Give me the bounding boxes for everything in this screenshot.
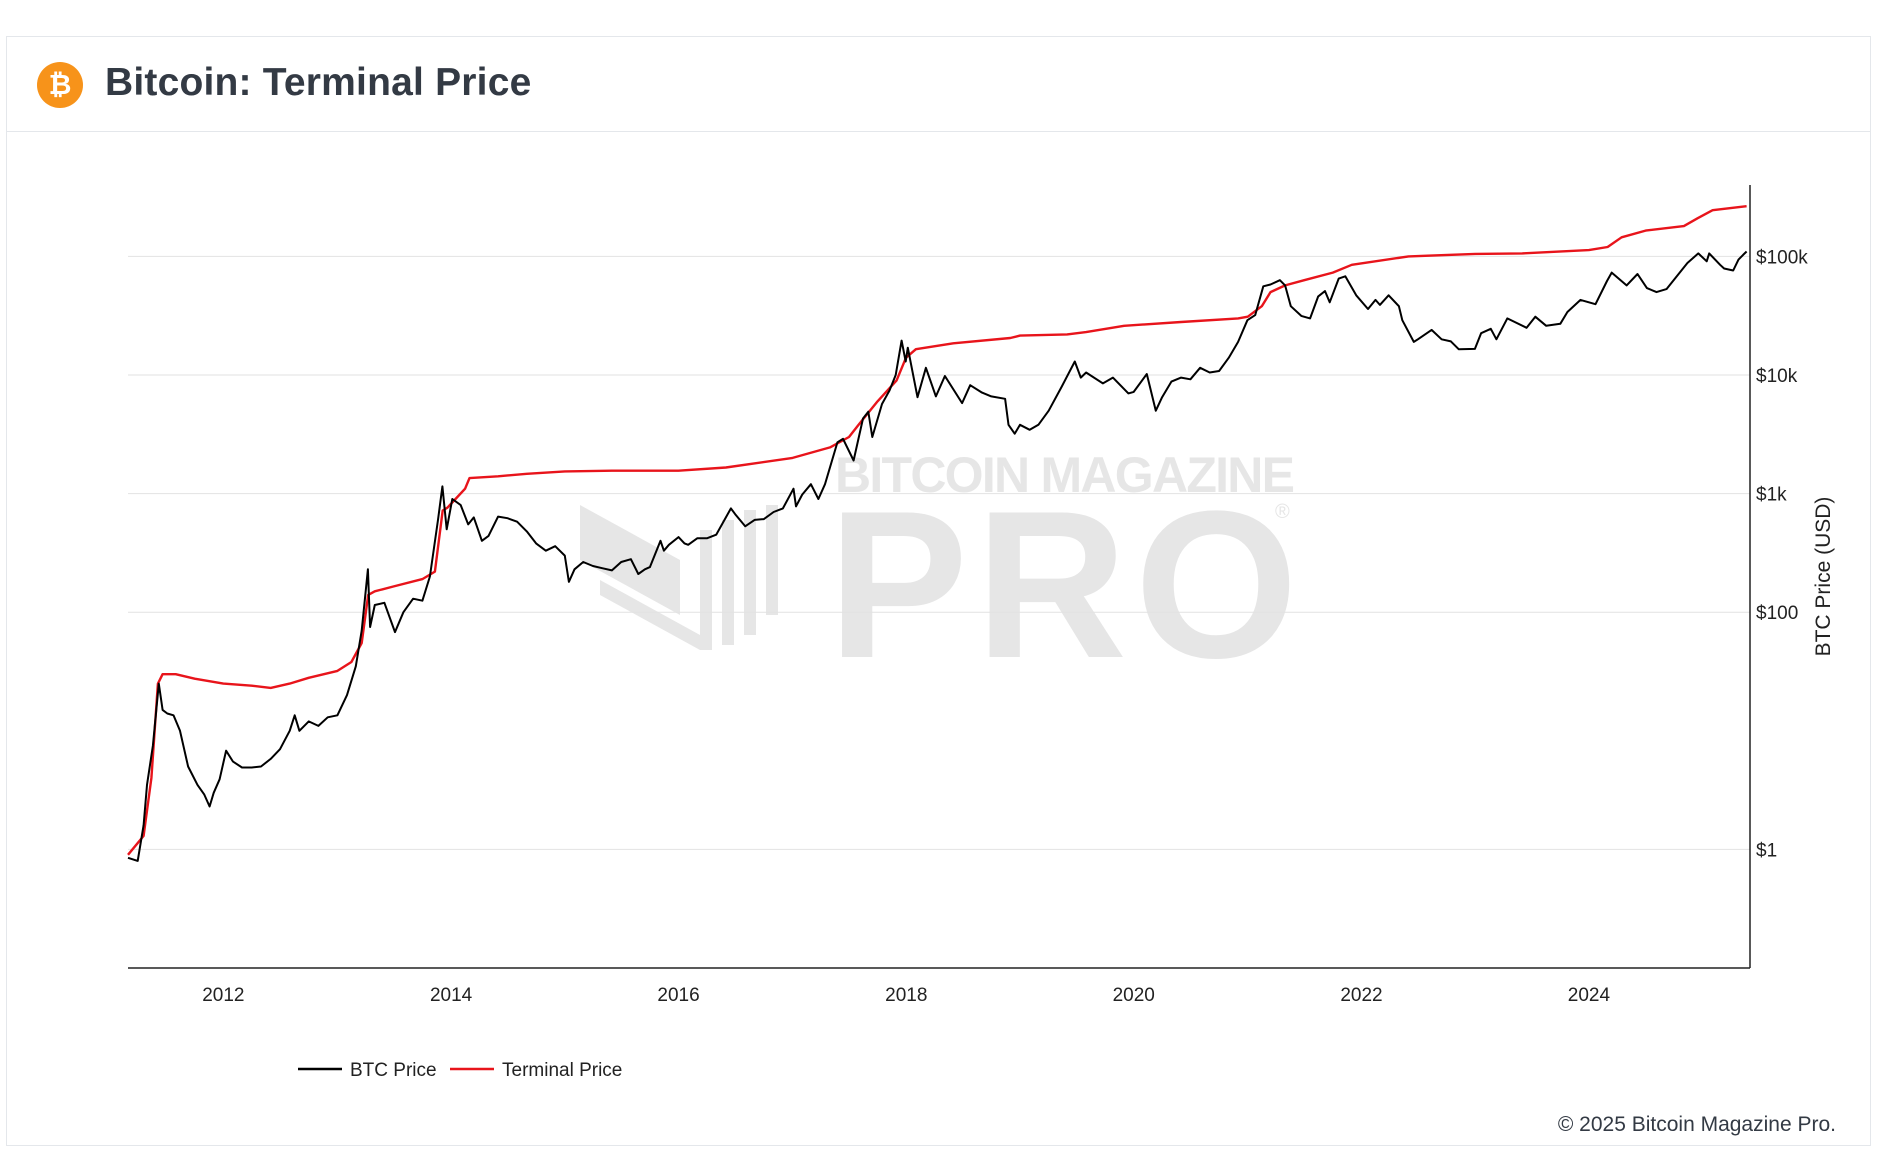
btc-price-line — [127, 250, 1748, 862]
y-axis-ticks: $1 $100 $1k $10k $100k — [1756, 247, 1808, 861]
x-tick-label: 2020 — [1113, 985, 1155, 1006]
y-tick-label: $100 — [1756, 603, 1798, 624]
page-title: Bitcoin: Terminal Price — [105, 61, 532, 104]
watermark: BITCOIN MAGAZINE PRO ® — [580, 447, 1298, 702]
chart-card: ₿ Bitcoin: Terminal Price © 2025 Bitcoin… — [6, 36, 1871, 1146]
terminal-price-line — [127, 205, 1747, 856]
watermark-line2: PRO — [828, 467, 1298, 702]
copyright-footer: © 2025 Bitcoin Magazine Pro. — [1557, 1113, 1836, 1136]
y-tick-label: $1k — [1756, 485, 1787, 506]
y-tick-label: $10k — [1756, 366, 1798, 387]
y-tick-label: $1 — [1756, 840, 1777, 861]
series-lines — [127, 205, 1748, 862]
legend-item[interactable]: Terminal Price — [450, 1060, 622, 1081]
legend-item[interactable]: BTC Price — [298, 1060, 437, 1081]
y-tick-label: $100k — [1756, 247, 1808, 268]
legend-label: Terminal Price — [502, 1060, 622, 1081]
x-tick-label: 2016 — [657, 985, 699, 1006]
legend-label: BTC Price — [350, 1060, 437, 1081]
x-tick-label: 2018 — [885, 985, 927, 1006]
x-tick-label: 2012 — [202, 985, 244, 1006]
x-tick-label: 2014 — [430, 985, 473, 1006]
watermark-logo-icon — [580, 505, 778, 650]
chart-header: ₿ Bitcoin: Terminal Price — [7, 37, 1870, 132]
x-tick-label: 2024 — [1568, 985, 1611, 1006]
x-axis-ticks: 2012 2014 2016 2018 2020 2022 2024 — [202, 985, 1610, 1006]
axes — [128, 185, 1751, 969]
x-tick-label: 2022 — [1340, 985, 1382, 1006]
legend[interactable]: BTC Price Terminal Price — [298, 1060, 622, 1081]
y-axis-label: BTC Price (USD) — [1812, 497, 1835, 657]
y-gridlines — [128, 255, 1750, 850]
watermark-registered-mark: ® — [1275, 501, 1290, 523]
bitcoin-logo-icon: ₿ — [37, 62, 83, 108]
